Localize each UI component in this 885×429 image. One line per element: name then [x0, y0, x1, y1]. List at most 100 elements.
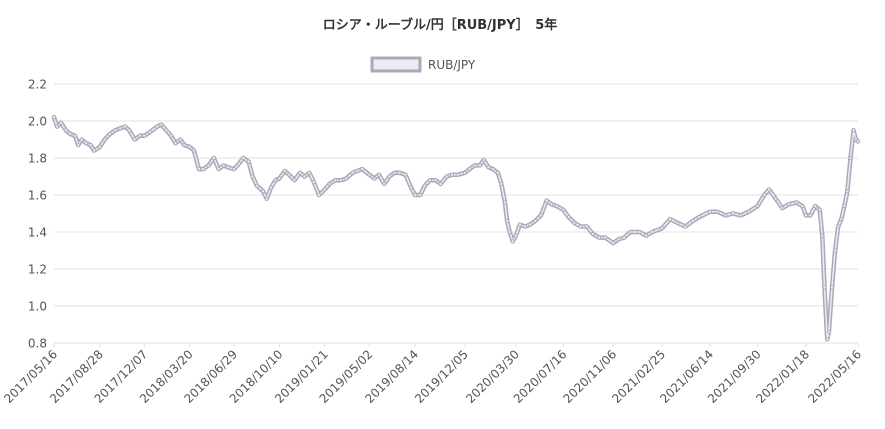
legend-label: RUB/JPY	[428, 58, 476, 72]
data-point	[786, 202, 791, 207]
legend-item[interactable]: RUB/JPY	[370, 56, 476, 73]
data-point	[269, 185, 274, 190]
data-point	[762, 192, 767, 197]
x-tick-label: 2022/05/16	[805, 347, 864, 406]
data-point	[590, 231, 595, 236]
data-point	[723, 213, 728, 218]
data-point	[59, 120, 64, 125]
data-point	[690, 218, 695, 223]
data-point	[302, 174, 307, 179]
data-point	[317, 192, 322, 197]
data-point	[780, 205, 785, 210]
data-point	[628, 229, 633, 234]
data-point	[63, 128, 68, 133]
data-point	[403, 172, 408, 177]
data-point	[201, 167, 206, 172]
data-point	[123, 124, 128, 129]
data-point	[118, 126, 123, 131]
data-point	[499, 181, 504, 186]
data-point	[287, 172, 292, 177]
data-point	[517, 222, 522, 227]
data-point	[264, 196, 269, 201]
data-point	[513, 233, 518, 238]
data-point	[173, 141, 178, 146]
data-point	[444, 174, 449, 179]
data-point	[851, 128, 856, 133]
data-point	[236, 161, 241, 166]
data-point	[307, 170, 312, 175]
data-point	[327, 181, 332, 186]
data-point	[107, 131, 112, 136]
data-point	[637, 229, 642, 234]
data-point	[350, 170, 355, 175]
data-point	[216, 167, 221, 172]
data-point	[191, 148, 196, 153]
data-point	[455, 172, 460, 177]
data-point	[584, 224, 589, 229]
data-point	[113, 128, 118, 133]
data-point	[794, 200, 799, 205]
data-point	[206, 163, 211, 168]
data-point	[549, 202, 554, 207]
data-point	[261, 189, 266, 194]
data-point	[311, 180, 316, 185]
data-point	[182, 143, 187, 148]
data-point	[826, 329, 831, 334]
data-point	[159, 122, 164, 127]
data-point	[622, 235, 627, 240]
data-point	[644, 233, 649, 238]
data-point	[132, 137, 137, 142]
data-point	[731, 211, 736, 216]
data-point	[282, 168, 287, 173]
data-point	[92, 148, 97, 153]
data-point	[355, 168, 360, 173]
data-point	[495, 170, 500, 175]
data-point	[211, 155, 216, 160]
data-point	[84, 141, 89, 146]
data-point	[597, 235, 602, 240]
data-point	[55, 124, 60, 129]
series-points	[52, 115, 861, 342]
data-point	[298, 170, 303, 175]
data-point	[97, 144, 102, 149]
data-point	[344, 176, 349, 181]
data-point	[572, 220, 577, 225]
data-point	[697, 215, 702, 220]
data-point	[137, 133, 142, 138]
y-tick-label: 1.2	[28, 263, 47, 277]
grid-lines	[54, 83, 858, 344]
data-point	[422, 183, 427, 188]
chart-title: ロシア・ルーブル/円［RUB/JPY］ 5年	[323, 17, 558, 33]
data-point	[528, 222, 533, 227]
data-point	[668, 217, 673, 222]
data-point	[746, 209, 751, 214]
data-point	[147, 130, 152, 135]
data-point	[817, 207, 822, 212]
data-point	[842, 204, 847, 209]
data-point	[196, 167, 201, 172]
y-tick-label: 1.4	[28, 226, 47, 240]
data-point	[397, 170, 402, 175]
data-point	[502, 200, 507, 205]
data-point	[339, 178, 344, 183]
data-point	[433, 178, 438, 183]
legend[interactable]: RUB/JPY	[370, 56, 476, 73]
data-point	[360, 167, 365, 172]
data-point	[73, 133, 78, 138]
data-point	[322, 187, 327, 192]
data-point	[578, 224, 583, 229]
data-point	[409, 185, 414, 190]
data-point	[477, 163, 482, 168]
data-point	[232, 167, 237, 172]
data-point	[154, 124, 159, 129]
data-point	[808, 213, 813, 218]
data-point	[418, 192, 423, 197]
y-tick-label: 2.0	[28, 115, 47, 129]
y-tick-label: 2.2	[28, 78, 47, 92]
data-point	[848, 155, 853, 160]
data-point	[611, 241, 616, 246]
data-point	[825, 337, 830, 342]
data-point	[481, 157, 486, 162]
data-point	[76, 143, 81, 148]
data-point	[675, 220, 680, 225]
